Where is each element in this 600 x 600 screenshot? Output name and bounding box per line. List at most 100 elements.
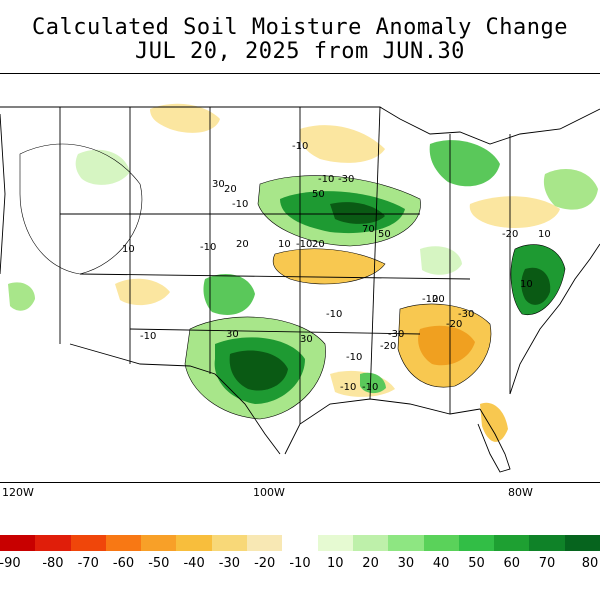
colorbar-tick-label: 40 bbox=[432, 556, 450, 571]
contour-label: -10 bbox=[346, 352, 362, 363]
colorbar-tick-label: -60 bbox=[112, 556, 135, 571]
colorbar-swatch bbox=[211, 535, 248, 551]
colorbar-tick-label: -70 bbox=[77, 556, 99, 571]
grid-parallel-3 bbox=[129, 328, 421, 335]
contour-label: 20 bbox=[312, 239, 325, 250]
contour-label: -20 bbox=[446, 319, 462, 330]
dry-region-southwest bbox=[115, 278, 170, 306]
contour-label: 20 bbox=[224, 184, 237, 195]
contour-label: 30 bbox=[226, 329, 239, 340]
soil-moisture-map: -10 -10 -30 30 20 -10 10 50 70 50 -10 20… bbox=[0, 73, 600, 483]
atlantic-coast bbox=[509, 243, 600, 395]
canada-border bbox=[0, 106, 600, 145]
colorbar-tick-label: 70 bbox=[538, 556, 556, 571]
contour-label: 20 bbox=[236, 239, 249, 250]
colorbar-tick-label: -30 bbox=[218, 556, 241, 571]
chart-title-line2: JUL 20, 2025 from JUN.30 bbox=[135, 39, 465, 64]
colorbar-swatch bbox=[423, 535, 460, 551]
contour-label: -10 bbox=[200, 242, 216, 253]
colorbar-swatch bbox=[0, 535, 36, 551]
longitude-label-80w: 80W bbox=[508, 486, 533, 499]
dry-region-kansas bbox=[273, 248, 385, 284]
contour-label: 10 bbox=[278, 239, 291, 250]
state-boundaries bbox=[0, 106, 600, 473]
longitude-label-120w: 120W bbox=[2, 486, 34, 499]
colorbar-swatch bbox=[564, 535, 600, 551]
wet-region-idaho bbox=[75, 149, 130, 185]
wet-region-virginia-extreme bbox=[521, 267, 551, 305]
dry-region-florida bbox=[480, 402, 508, 442]
colorbar-tick-label: -50 bbox=[148, 556, 170, 571]
colorbar-swatch bbox=[458, 535, 495, 551]
colorbar-swatch bbox=[141, 535, 177, 551]
contour-label: 10 bbox=[122, 244, 135, 255]
wet-region-nebraska-extreme bbox=[330, 202, 385, 224]
colorbar-swatch bbox=[317, 535, 354, 551]
chart-title-line1: Calculated Soil Moisture Anomaly Change bbox=[31, 15, 569, 40]
mexico-border bbox=[69, 343, 281, 455]
wet-region-alabama bbox=[360, 372, 386, 394]
grid-parallel-2 bbox=[79, 273, 471, 280]
contour-label: -10 bbox=[140, 331, 156, 342]
contour-label: -20 bbox=[380, 341, 396, 352]
contour-label: -10 bbox=[296, 239, 312, 250]
contour-label: -10 bbox=[362, 382, 378, 393]
florida-outline bbox=[477, 408, 511, 473]
grid-meridian-5 bbox=[369, 106, 381, 400]
colorbar-tick-label: -10 bbox=[289, 556, 311, 571]
contour-label: 10 bbox=[520, 279, 533, 290]
dry-region-northern-plains bbox=[299, 125, 385, 163]
colorbar-swatch bbox=[176, 535, 213, 551]
contour-label: 30 bbox=[212, 179, 225, 190]
wet-region-colorado bbox=[203, 274, 255, 315]
colorbar-swatch bbox=[494, 535, 530, 551]
dry-region-georgia-core bbox=[418, 325, 475, 366]
contour-west bbox=[19, 143, 143, 275]
contour-label: 50 bbox=[378, 229, 391, 240]
colorbar-swatch bbox=[35, 535, 72, 551]
contour-label: 30 bbox=[300, 334, 313, 345]
contour-label: -30 bbox=[388, 329, 404, 340]
contour-label: -30 bbox=[338, 174, 354, 185]
contour-kansas bbox=[272, 248, 386, 285]
contour-label: -10 bbox=[232, 199, 248, 210]
dry-region-nw-montana bbox=[150, 103, 220, 133]
longitude-label-100w: 100W bbox=[253, 486, 285, 499]
colorbar-tick-label: -20 bbox=[254, 556, 276, 571]
colorbar-swatch bbox=[105, 535, 142, 551]
map-svg: -10 -10 -30 30 20 -10 10 50 70 50 -10 20… bbox=[0, 103, 600, 473]
contour-label: 50 bbox=[312, 189, 325, 200]
contour-virginia bbox=[510, 244, 566, 316]
colorbar-swatch bbox=[70, 535, 107, 551]
wet-region-washington bbox=[8, 282, 35, 311]
colorbar-tick-label: 60 bbox=[503, 556, 521, 571]
contour-southeast bbox=[397, 303, 492, 388]
contour-label: -10 bbox=[318, 174, 334, 185]
wet-region-new-england bbox=[543, 169, 598, 210]
west-coast bbox=[0, 113, 6, 275]
contour-texas bbox=[184, 316, 326, 420]
contour-label: -10 bbox=[340, 382, 356, 393]
colorbar-swatch bbox=[247, 535, 283, 551]
contour-label: -20 bbox=[502, 229, 518, 240]
colorbar-swatch bbox=[282, 535, 319, 551]
colorbar-swatch bbox=[529, 535, 566, 551]
colorbar-tick-label: -90 bbox=[0, 556, 21, 571]
contour-label: 10 bbox=[538, 229, 551, 240]
colorbar-tick-label: 20 bbox=[362, 556, 379, 571]
contour-label: -10 bbox=[326, 309, 342, 320]
colorbar-tick-label: -40 bbox=[183, 556, 205, 571]
colorbar-tick-label: -80 bbox=[42, 556, 64, 571]
dry-anomaly-regions bbox=[115, 103, 560, 442]
wet-anomaly-regions bbox=[8, 140, 598, 419]
colorbar-tick-label: 10 bbox=[327, 556, 344, 571]
contour-label: -30 bbox=[458, 309, 474, 320]
contour-label: 70 bbox=[362, 224, 375, 235]
wet-region-michigan bbox=[429, 140, 500, 187]
contour-label: -10 bbox=[422, 294, 438, 305]
colorbar-tick-label: 30 bbox=[397, 556, 415, 571]
contour-nebraska bbox=[257, 175, 421, 247]
contour-label-group: -10 -10 -30 30 20 -10 10 50 70 50 -10 20… bbox=[122, 141, 551, 393]
gulf-coast bbox=[284, 398, 481, 455]
colorbar-swatch bbox=[352, 535, 389, 551]
